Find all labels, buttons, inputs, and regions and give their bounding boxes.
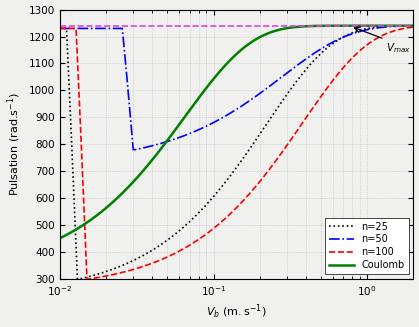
Line: Coulomb: Coulomb [60, 26, 414, 238]
n=100 [348, 58, 353, 61]
Coulomb [192, 101, 197, 105]
n=100 [269, 164, 274, 168]
Line: n=25: n=25 [60, 26, 414, 279]
Coulomb [348, 24, 353, 28]
n=25 [269, 114, 274, 118]
n=100 [122, 270, 127, 274]
Coulomb [287, 26, 292, 30]
n=25 [287, 88, 292, 92]
n=100 [287, 139, 292, 143]
n=50 [348, 32, 353, 36]
X-axis label: $V_b\ \mathrm{(m.s^{-1})}$: $V_b\ \mathrm{(m.s^{-1})}$ [207, 303, 267, 321]
n=25 [57, 26, 62, 30]
n=25 [411, 24, 416, 28]
Coulomb [122, 189, 127, 193]
Y-axis label: Pulsation (rad.s$^{-1}$): Pulsation (rad.s$^{-1}$) [5, 93, 23, 196]
n=100 [192, 240, 197, 244]
n=100 [411, 25, 416, 29]
Text: $V_{max}$: $V_{max}$ [386, 41, 411, 55]
Line: n=100: n=100 [60, 27, 414, 279]
n=100 [57, 26, 62, 30]
n=25 [321, 49, 326, 53]
n=25 [75, 277, 80, 281]
n=50 [321, 45, 326, 49]
n=25 [192, 215, 197, 218]
n=50 [122, 45, 127, 49]
n=50 [57, 26, 62, 30]
n=50 [269, 82, 274, 86]
Line: n=50: n=50 [60, 26, 414, 150]
Coulomb [321, 24, 326, 28]
n=50 [287, 69, 292, 73]
n=100 [84, 277, 89, 281]
Legend: n=25, n=50, n=100, Coulomb: n=25, n=50, n=100, Coulomb [326, 218, 409, 274]
Coulomb [269, 30, 274, 34]
n=50 [411, 24, 416, 28]
Coulomb [411, 24, 416, 28]
Coulomb [57, 236, 62, 240]
n=25 [348, 31, 353, 35]
n=50 [192, 129, 197, 133]
n=25 [122, 263, 127, 267]
n=100 [321, 91, 326, 95]
n=50 [131, 148, 136, 152]
